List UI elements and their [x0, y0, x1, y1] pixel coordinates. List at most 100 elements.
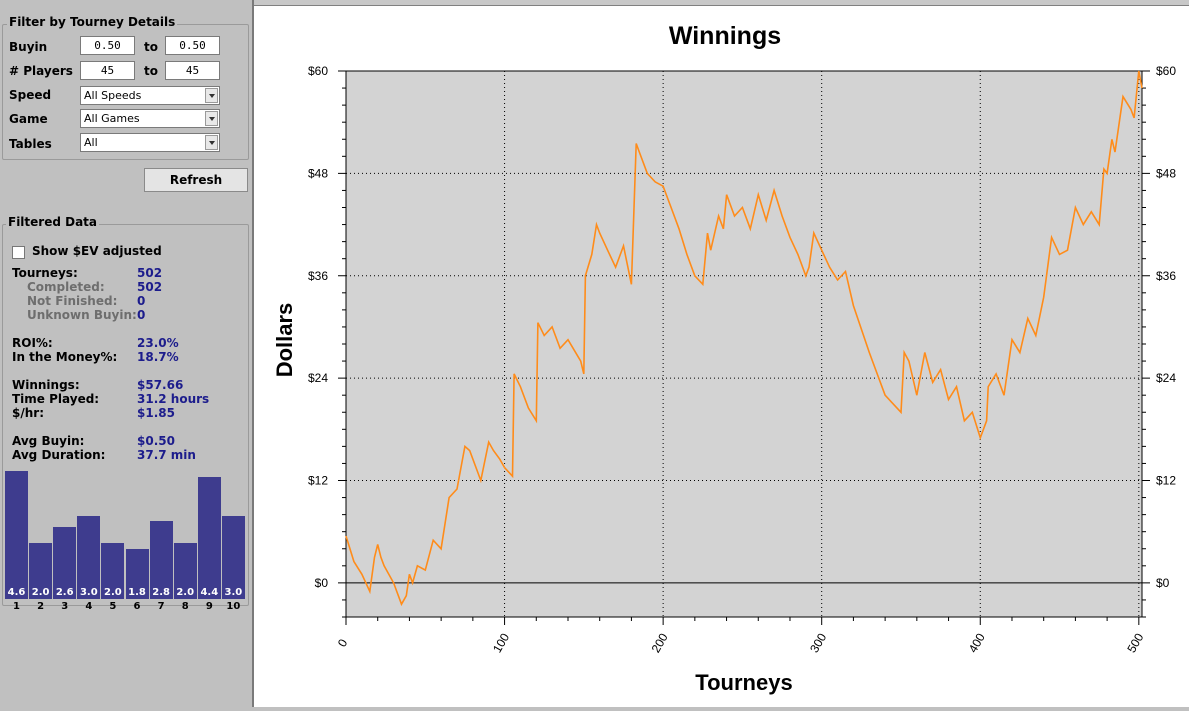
game-select-value: All Games: [84, 112, 140, 125]
histogram-bar-value: 2.0: [176, 587, 195, 598]
top-toolbar-strip: [254, 0, 1189, 6]
itm-label: In the Money%:: [12, 350, 118, 364]
time-played-label: Time Played:: [12, 392, 100, 406]
y-tick-label: $0: [1156, 576, 1170, 590]
y-tick-label: $60: [308, 64, 328, 78]
left-panel: Filter by Tourney Details Buyin to # Pla…: [0, 0, 252, 707]
histogram-position-label: 6: [133, 601, 141, 612]
y-tick-label: $36: [308, 269, 328, 283]
speed-select-value: All Speeds: [84, 89, 142, 102]
histogram-bar-value: 4.6: [7, 587, 26, 598]
speed-select[interactable]: All Speeds: [80, 86, 220, 105]
filtered-data-title: Filtered Data: [6, 215, 100, 229]
histogram-bar: [149, 521, 173, 599]
completed-value: 502: [137, 280, 163, 294]
histogram-position-label: 4: [85, 601, 93, 612]
winnings-chart: $0$12$24$36$48$60 $0$12$24$36$48$60 0 100…: [254, 0, 1189, 707]
players-label: # Players: [9, 64, 73, 78]
histogram-bar-value: 3.0: [224, 587, 243, 598]
chevron-down-icon[interactable]: [205, 135, 218, 150]
y-axis-label: Dollars: [272, 303, 297, 378]
histogram-bar: [53, 526, 77, 599]
players-from-input[interactable]: [80, 61, 135, 80]
chart-title: Winnings: [669, 22, 781, 50]
filter-group-title: Filter by Tourney Details: [7, 15, 178, 29]
y-tick-label: $0: [315, 576, 329, 590]
x-axis-label: Tourneys: [695, 670, 792, 695]
roi-value: 23.0%: [137, 336, 179, 350]
histogram-position-label: 1: [13, 601, 20, 612]
tables-select[interactable]: All: [80, 133, 220, 152]
per-hour-label: $/hr:: [12, 406, 44, 420]
y-tick-label: $12: [1156, 474, 1176, 488]
chart-area: $0 $12 $24 $36 $48 $60 $0 $12 $24 $36 $48 $60 0 100…: [254, 0, 1189, 707]
y-tick-label: $36: [1156, 269, 1176, 283]
histogram-bar-value: 2.0: [31, 587, 50, 598]
buyin-to-label: to: [144, 40, 158, 54]
y-tick-label: $12: [308, 474, 328, 488]
panel-divider[interactable]: [252, 0, 254, 707]
histogram-bar-value: 2.6: [55, 587, 74, 598]
histogram-position-label: 8: [181, 601, 189, 612]
histogram-position-label: 5: [109, 601, 117, 612]
avg-buyin-value: $0.50: [137, 434, 175, 448]
histogram-bar-value: 3.0: [79, 587, 98, 598]
ev-adjusted-label: Show $EV adjusted: [32, 244, 162, 258]
filtered-data-group: [2, 224, 249, 606]
histogram-bar: [29, 543, 53, 599]
ev-adjusted-checkbox[interactable]: [12, 246, 25, 259]
histogram-bar-value: 1.8: [128, 587, 146, 598]
completed-label: Completed:: [27, 280, 105, 294]
histogram-bar: [101, 543, 125, 599]
refresh-button[interactable]: Refresh: [144, 168, 248, 192]
winnings-value: $57.66: [137, 378, 184, 392]
histogram-bar: [125, 548, 149, 599]
histogram-position-label: 3: [61, 601, 69, 612]
histogram-bar: [77, 515, 101, 599]
histogram-bar-value: 2.0: [104, 587, 122, 598]
tables-label: Tables: [9, 137, 52, 151]
histogram-bar-value: 4.4: [200, 587, 219, 598]
avg-buyin-label: Avg Buyin:: [12, 434, 85, 448]
buyin-from-input[interactable]: [80, 36, 135, 55]
chevron-down-icon[interactable]: [205, 111, 218, 126]
histogram-bar: [197, 476, 221, 599]
histogram-bar: [5, 471, 28, 599]
histogram-position-label: 9: [205, 601, 213, 612]
histogram-position-label: 2: [37, 601, 45, 612]
tourneys-value: 502: [137, 266, 163, 280]
histogram-bar: [173, 543, 197, 599]
avg-duration-value: 37.7 min: [137, 448, 196, 462]
not-finished-label: Not Finished:: [27, 294, 118, 308]
game-select[interactable]: All Games: [80, 109, 220, 128]
game-label: Game: [9, 112, 48, 126]
itm-value: 18.7%: [137, 350, 179, 364]
buyin-to-input[interactable]: [165, 36, 220, 55]
plot-area: [345, 70, 1143, 618]
tables-select-value: All: [84, 136, 98, 149]
winnings-line: [345, 70, 1143, 607]
histogram-position-label: 10: [226, 601, 241, 612]
speed-label: Speed: [9, 88, 52, 102]
tourneys-label: Tourneys:: [12, 266, 78, 280]
y-tick-label: $48: [1156, 166, 1176, 180]
chevron-down-icon[interactable]: [205, 88, 218, 103]
histogram-bar-value: 2.8: [152, 587, 170, 598]
y-tick-label: $24: [1156, 371, 1176, 385]
y-tick-label: $48: [308, 166, 328, 180]
unknown-buyin-value: 0: [137, 308, 146, 322]
histogram-position-label: 7: [157, 601, 165, 612]
not-finished-value: 0: [137, 294, 146, 308]
unknown-buyin-label: Unknown Buyin:: [27, 308, 137, 322]
players-to-label: to: [144, 64, 158, 78]
buyin-label: Buyin: [9, 40, 48, 54]
y-tick-label: $60: [1156, 64, 1176, 78]
winnings-label: Winnings:: [12, 378, 80, 392]
histogram-bar: [221, 515, 245, 599]
per-hour-value: $1.85: [137, 406, 175, 420]
roi-label: ROI%:: [12, 336, 53, 350]
time-played-value: 31.2 hours: [137, 392, 210, 406]
avg-duration-label: Avg Duration:: [12, 448, 106, 462]
players-to-input[interactable]: [165, 61, 220, 80]
y-tick-label: $24: [308, 371, 328, 385]
